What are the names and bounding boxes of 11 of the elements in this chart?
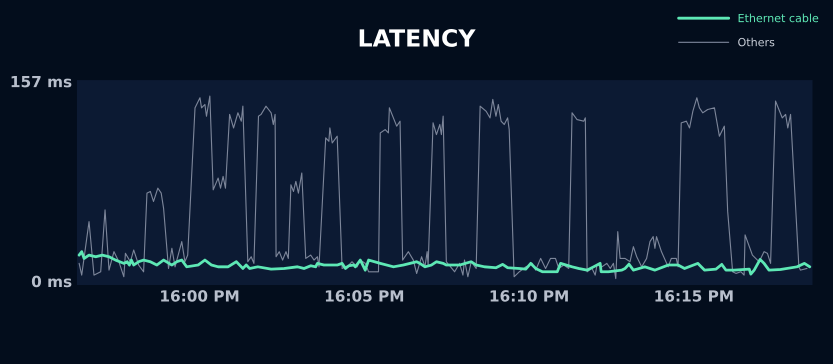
y-tick-label: 157 ms [12,76,72,88]
x-tick-label: 16:10 PM [490,290,568,302]
line-series [78,250,812,276]
chart-title: LATENCY [360,29,476,47]
legend-label: Ethernet cable [738,14,818,22]
x-tick-label: 16:15 PM [655,290,733,302]
y-tick-label: 0 ms [32,276,72,288]
legend-label: Others [738,38,774,46]
x-tick-label: 16:00 PM [161,290,238,302]
x-tick-label: 16:05 PM [326,290,404,302]
line-series [78,96,808,280]
